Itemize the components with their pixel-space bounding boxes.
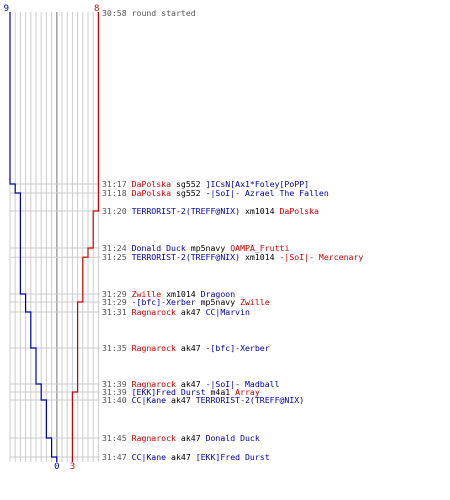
- event-weapon: ak47: [181, 379, 201, 389]
- event-line: 31:35 Ragnarock ak47 -[bfc]-Xerber: [102, 343, 270, 353]
- blue-team-alive-line: [9, 12, 58, 462]
- event-victim: ]ICsN[Ax1*Foley[PoPP]: [206, 179, 310, 189]
- event-time: 31:25: [102, 252, 127, 262]
- event-weapon: ak47: [171, 395, 191, 405]
- event-victim: QAMPA_Frutti: [230, 243, 289, 253]
- event-line: 31:17 DaPolska sg552 ]ICsN[Ax1*Foley[PoP…: [102, 179, 309, 189]
- event-log: 30:58 round started 31:17 DaPolska sg552 …: [102, 8, 363, 462]
- event-weapon: mp5navy: [201, 297, 236, 307]
- event-line: 31:45 Ragnarock ak47 Donald Duck: [102, 433, 260, 443]
- event-weapon: m4a1: [210, 387, 230, 397]
- event-victim: -|SoI|- Azrael The Fallen: [206, 188, 329, 198]
- event-line: 31:18 DaPolska sg552 -|SoI|- Azrael The …: [102, 188, 329, 198]
- event-line: 31:47 CC|Kane ak47 [EKK]Fred Durst: [102, 452, 270, 462]
- event-weapon: sg552: [176, 179, 201, 189]
- blue-team-end-count: 0: [54, 462, 59, 472]
- event-line: 31:29 Zwille xm1014 Dragoon: [102, 289, 235, 299]
- event-line: 31:40 CC|Kane ak47 TERRORIST-2(TREFF@NIX…: [102, 395, 304, 405]
- event-time: 31:18: [102, 188, 127, 198]
- event-victim: DaPolska: [280, 206, 320, 216]
- event-line: 31:39 Ragnarock ak47 -|SoI|- Madball: [102, 379, 280, 389]
- event-time: 31:24: [102, 243, 127, 253]
- event-killer: DaPolska: [132, 188, 172, 198]
- event-killer: Donald Duck: [132, 243, 186, 253]
- event-time: 31:45: [102, 433, 127, 443]
- event-time: 31:20: [102, 206, 127, 216]
- event-time: 31:47: [102, 452, 127, 462]
- event-killer: -[bfc]-Xerber: [132, 297, 196, 307]
- event-victim: [EKK]Fred Durst: [196, 452, 270, 462]
- event-killer: DaPolska: [132, 179, 172, 189]
- event-line: 31:31 Ragnarock ak47 CC|Marvin: [102, 307, 250, 317]
- event-weapon: ak47: [171, 452, 191, 462]
- event-time: 31:39: [102, 387, 127, 397]
- event-time: 30:58: [102, 8, 127, 18]
- event-weapon: mp5navy: [191, 243, 226, 253]
- blue-team-start-count: 9: [4, 4, 9, 14]
- event-victim: -|SoI|- Mercenary: [280, 252, 364, 262]
- event-line: 31:20 TERRORIST-2(TREFF@NIX) xm1014 DaPo…: [102, 206, 319, 216]
- event-weapon: sg552: [176, 188, 201, 198]
- event-weapon: xm1014: [245, 206, 275, 216]
- event-weapon: xm1014: [245, 252, 275, 262]
- event-killer: CC|Kane: [132, 395, 167, 405]
- event-killer: Ragnarock: [132, 433, 176, 443]
- event-time: 31:35: [102, 343, 127, 353]
- event-line: 31:29 -[bfc]-Xerber mp5navy Zwille: [102, 297, 270, 307]
- event-victim: -[bfc]-Xerber: [206, 343, 270, 353]
- event-victim: Dragoon: [201, 289, 236, 299]
- red-team-end-count: 3: [70, 462, 75, 472]
- event-victim: CC|Marvin: [206, 307, 250, 317]
- event-killer: Ragnarock: [132, 343, 176, 353]
- event-weapon: ak47: [181, 343, 201, 353]
- event-victim: Donald Duck: [206, 433, 260, 443]
- event-killer: CC|Kane: [132, 452, 167, 462]
- event-weapon: ak47: [181, 433, 201, 443]
- event-victim: Array: [235, 387, 260, 397]
- event-killer: [EKK]Fred Durst: [132, 387, 206, 397]
- red-team-start-count: 8: [94, 4, 99, 14]
- event-time: 31:29: [102, 289, 127, 299]
- event-line: 31:39 [EKK]Fred Durst m4a1 Array: [102, 387, 260, 397]
- event-time: 31:40: [102, 395, 127, 405]
- event-line: 31:25 TERRORIST-2(TREFF@NIX) xm1014 -|So…: [102, 252, 363, 262]
- event-time: 31:31: [102, 307, 127, 317]
- event-tick-lines: [10, 183, 100, 458]
- event-info: round started: [132, 8, 196, 18]
- red-team-alive-line: [71, 12, 99, 462]
- event-killer: TERRORIST-2(TREFF@NIX): [132, 252, 240, 262]
- event-killer: Ragnarock: [132, 379, 176, 389]
- event-line: 30:58 round started: [102, 8, 196, 18]
- player-grid: [9, 12, 99, 462]
- event-killer: TERRORIST-2(TREFF@NIX): [132, 206, 240, 216]
- event-weapon: xm1014: [166, 289, 196, 299]
- event-time: 31:17: [102, 179, 127, 189]
- event-time: 31:39: [102, 379, 127, 389]
- event-victim: Zwille: [240, 297, 270, 307]
- event-time: 31:29: [102, 297, 127, 307]
- event-killer: Zwille: [132, 289, 162, 299]
- event-killer: Ragnarock: [132, 307, 176, 317]
- event-weapon: ak47: [181, 307, 201, 317]
- event-line: 31:24 Donald Duck mp5navy QAMPA_Frutti: [102, 243, 289, 253]
- event-victim: -|SoI|- Madball: [206, 379, 280, 389]
- event-victim: TERRORIST-2(TREFF@NIX): [196, 395, 304, 405]
